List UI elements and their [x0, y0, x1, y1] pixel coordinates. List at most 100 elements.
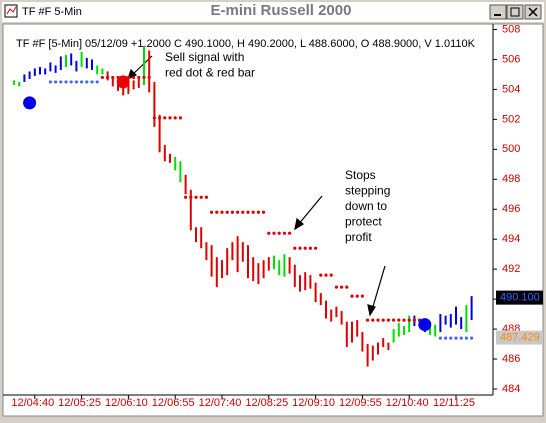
- stop-dot: [85, 80, 89, 84]
- stop-dot: [293, 246, 297, 250]
- stop-dot: [319, 273, 323, 277]
- stop-dot: [90, 80, 94, 84]
- x-tick-label: 12/11:25: [433, 397, 475, 409]
- y-tick-label: 496: [502, 203, 520, 215]
- stop-dot: [438, 336, 442, 340]
- y-tick-label: 500: [502, 143, 520, 155]
- stop-dot: [256, 210, 260, 214]
- stop-dot: [95, 80, 99, 84]
- x-tick-label: 12/08:25: [245, 397, 288, 409]
- stop-dot: [412, 318, 416, 322]
- stop-dot: [282, 231, 286, 235]
- stop-dot: [48, 80, 53, 84]
- stop-dot: [334, 285, 338, 289]
- stop-dot: [147, 75, 151, 80]
- annotation: down to: [345, 199, 387, 213]
- stop-dot: [350, 294, 354, 298]
- price-marker-label: 490.100: [500, 292, 540, 304]
- title-bar: [2, 2, 544, 22]
- y-tick-label: 498: [502, 173, 520, 185]
- stop-dot: [225, 210, 229, 214]
- window-buttons: [489, 4, 542, 20]
- stop-dot: [470, 336, 474, 340]
- stop-dot: [54, 80, 58, 84]
- maximize-button[interactable]: [506, 4, 524, 20]
- stop-dot: [308, 246, 312, 250]
- stop-dot: [449, 336, 453, 340]
- stop-dot: [288, 231, 292, 235]
- y-tick-label: 492: [502, 263, 520, 275]
- stop-dot: [272, 231, 276, 235]
- stop-dot: [371, 318, 375, 322]
- stop-dot: [158, 116, 162, 120]
- y-tick-label: 508: [502, 23, 520, 35]
- stop-dot: [215, 210, 219, 214]
- tab-icon-glyph: [6, 6, 17, 15]
- stop-dot: [360, 294, 364, 298]
- annotation: Sell signal with: [165, 50, 244, 64]
- y-tick-label: 486: [502, 353, 520, 365]
- tab-icon: [4, 4, 18, 18]
- signal-dot: [418, 318, 432, 332]
- stop-dot: [464, 336, 468, 340]
- maximize-glyph: [510, 7, 520, 17]
- stop-dot: [163, 116, 167, 120]
- stop-dot: [246, 210, 250, 214]
- stop-dot: [132, 75, 136, 80]
- stop-dot: [230, 210, 234, 214]
- y-tick-label: 504: [502, 83, 520, 95]
- y-tick-label: 506: [502, 53, 520, 65]
- stop-dot: [407, 318, 411, 322]
- stop-dot: [204, 195, 208, 199]
- y-tick-label: 484: [502, 383, 520, 395]
- stop-dot: [152, 116, 156, 120]
- arrow: [297, 195, 323, 226]
- x-tick-label: 12/05:25: [58, 397, 101, 409]
- stop-dot: [392, 318, 396, 322]
- stop-dot: [402, 318, 406, 322]
- stop-dot: [74, 80, 78, 84]
- stop-dot: [69, 80, 73, 84]
- x-tick-label: 12/09:55: [339, 397, 382, 409]
- price-marker: [496, 290, 543, 305]
- stop-dot: [59, 80, 63, 84]
- annotation: Stops: [345, 168, 376, 182]
- stop-dot: [220, 210, 224, 214]
- annotation: profit: [345, 230, 372, 244]
- arrowhead: [294, 217, 305, 231]
- stop-dot: [324, 273, 328, 277]
- stop-dot: [386, 318, 390, 322]
- stop-dot: [80, 80, 84, 84]
- annotation: protect: [345, 215, 382, 229]
- x-tick-label: 12/06:10: [105, 397, 148, 409]
- arrowhead: [126, 68, 138, 81]
- stop-dot: [366, 318, 370, 322]
- stop-dot: [340, 285, 344, 289]
- minimize-button[interactable]: [489, 4, 507, 20]
- close-glyph: [528, 7, 538, 17]
- stop-dot: [251, 210, 255, 214]
- stop-dot: [345, 285, 349, 289]
- stop-dot: [210, 210, 214, 214]
- stop-dot: [194, 195, 198, 199]
- stop-dot: [178, 116, 182, 120]
- signal-dot: [116, 75, 130, 89]
- y-tick-label: 494: [502, 233, 520, 245]
- arrow: [371, 265, 386, 311]
- chart-panel: [2, 23, 544, 417]
- stop-dot: [199, 195, 203, 199]
- signal-dot: [23, 96, 37, 110]
- stop-dot: [168, 116, 172, 120]
- stop-dot: [236, 210, 240, 214]
- stop-dot: [142, 75, 146, 80]
- stop-dot: [277, 231, 281, 235]
- stop-dot: [397, 318, 401, 322]
- stop-dot: [444, 336, 448, 340]
- arrowhead: [367, 304, 376, 317]
- chart-subtitle: TF #F [5-Min] 05/12/09 +1.2000 C 490.100…: [16, 38, 476, 50]
- stop-dot: [137, 75, 141, 80]
- stop-dot: [454, 336, 458, 340]
- stop-dot: [298, 246, 302, 250]
- x-tick-label: 12/04:40: [11, 397, 54, 409]
